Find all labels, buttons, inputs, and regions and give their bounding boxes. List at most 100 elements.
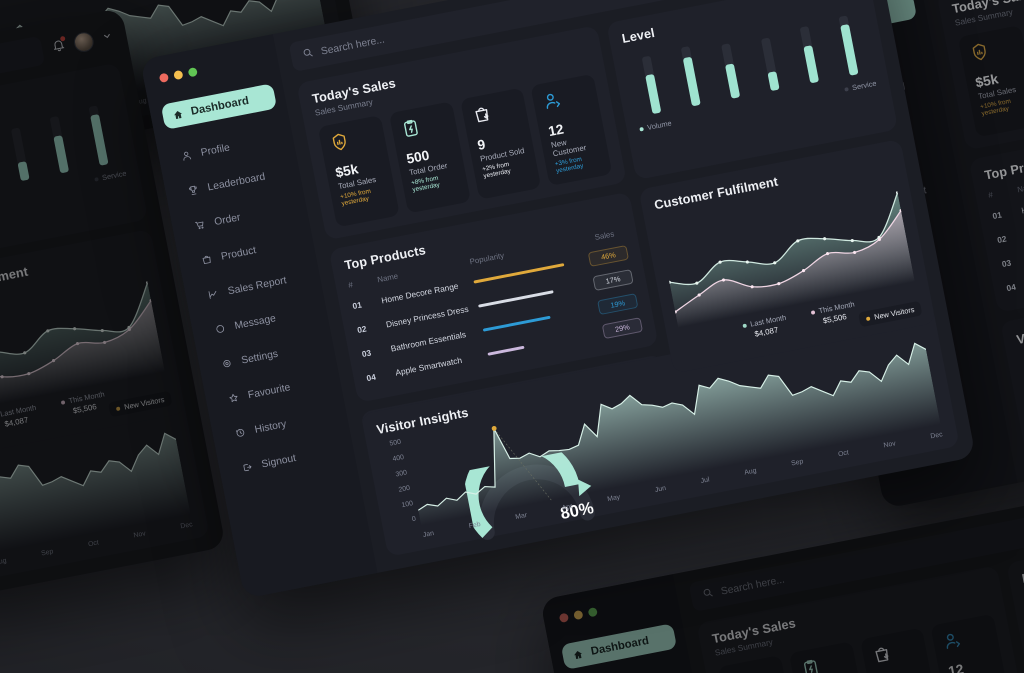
row-sales-pct: 19% <box>597 293 639 316</box>
logout-icon <box>240 461 254 475</box>
avatar[interactable] <box>72 30 96 54</box>
sidebar-item-label: Product <box>220 244 258 263</box>
x-tick-label: May <box>606 493 621 504</box>
sidebar-item-settings[interactable]: Settings <box>209 331 326 380</box>
row-number: 02 <box>996 233 1008 245</box>
sidebar-item-label: Message <box>233 312 277 332</box>
x-tick-label: Jan <box>422 530 435 539</box>
search-input[interactable]: Search here... <box>288 0 796 72</box>
sidebar-item-profile[interactable]: Profile <box>169 124 286 173</box>
y-tick-label: 500 <box>1019 349 1024 360</box>
row-number: 03 <box>360 347 372 359</box>
maximize-icon[interactable] <box>587 607 598 618</box>
sidebar-item-signout[interactable]: Signout <box>229 435 346 484</box>
trophy-icon <box>186 184 200 198</box>
stat-value: 9 <box>876 669 924 673</box>
top-bar-icons <box>50 27 114 58</box>
row-sales-pct: 17% <box>592 269 634 291</box>
bag-down-icon <box>470 103 493 126</box>
bag-icon <box>200 253 214 267</box>
main-content: Search here... Today's Sales Sales Summa… <box>673 458 1024 673</box>
legend-label: Service <box>101 168 128 183</box>
main-content: Search here... Today's Sales Sales Summa… <box>273 0 976 573</box>
sidebar-item-message[interactable]: Message <box>202 297 319 346</box>
legend-label: Volume <box>646 118 673 132</box>
new-visitors-label: New Visitors <box>873 305 916 322</box>
x-tick-label: Jul <box>700 476 711 485</box>
close-icon[interactable] <box>158 72 170 83</box>
user-icon <box>180 149 194 163</box>
message-icon <box>213 322 227 336</box>
minimize-icon[interactable] <box>573 609 584 621</box>
sidebar-item-label: Leaderboard <box>206 170 267 194</box>
search-input[interactable]: Search here... <box>688 485 1024 612</box>
row-number: 04 <box>365 371 377 383</box>
sidebar-item-dashboard[interactable]: Dashboard <box>160 83 278 130</box>
home-icon <box>172 108 185 121</box>
legend-item: Service <box>94 169 127 184</box>
bell-icon[interactable] <box>50 35 67 58</box>
maximize-icon[interactable] <box>187 67 198 78</box>
new-visitors-label: New Visitors <box>123 395 166 412</box>
bar-column <box>838 13 859 76</box>
sidebar: Dashboard Profile Leaderboard Order Product… <box>140 34 378 599</box>
bar-column <box>759 28 780 92</box>
sidebar-item-order[interactable]: Order <box>182 193 299 242</box>
sidebar-item-dashboard[interactable]: Dashboard <box>560 623 678 670</box>
sidebar-item-product[interactable]: Product <box>189 228 306 277</box>
chevron-down-icon[interactable] <box>100 28 114 47</box>
y-tick-label: 100 <box>401 500 414 510</box>
sidebar-item-favourite[interactable]: Favourite <box>216 366 333 415</box>
sidebar-item-label: Profile <box>199 141 231 159</box>
main-content: Search here... Today's Sales Sales Summa… <box>913 0 1024 483</box>
sidebar-item-history[interactable]: History <box>222 401 339 450</box>
top-bar: Search here... <box>0 22 116 162</box>
y-tick-label: 200 <box>398 484 411 494</box>
legend-label: Service <box>851 78 878 93</box>
legend-item: Service <box>844 79 877 94</box>
customer-fulfilment-card: Customer Fulfilment Last Month$4,087This… <box>0 228 186 464</box>
x-tick-label: Sep <box>40 548 55 558</box>
sidebar-item-leaderboard[interactable]: Leaderboard <box>175 158 292 207</box>
legend-item: This Month $5,506 <box>60 390 107 418</box>
row-number: 03 <box>1000 257 1012 269</box>
chart-line-icon <box>207 287 221 301</box>
y-tick-label: 500 <box>389 438 402 448</box>
stat-value: 12 <box>946 660 965 673</box>
row-number: 02 <box>356 323 368 335</box>
sidebar-item-sales-report[interactable]: Sales Report <box>195 262 312 311</box>
sidebar-item-label: History <box>253 418 288 436</box>
background-dashboard-window-bottom: Dashboard ProfileLeaderboardOrderProduct… <box>540 457 1024 673</box>
close-icon[interactable] <box>558 612 570 623</box>
bar-chart-badge-icon <box>328 131 351 154</box>
y-tick-label: 300 <box>395 469 408 479</box>
legend-item: This Month $5,506 <box>810 300 857 328</box>
user-add-icon <box>941 629 964 652</box>
minimize-icon[interactable] <box>173 69 184 81</box>
bar-column <box>680 43 701 107</box>
sidebar-item-label: Sales Report <box>226 274 288 298</box>
clock-icon <box>234 426 248 440</box>
bar-column <box>720 36 741 99</box>
x-tick-label: Oct <box>87 539 100 549</box>
